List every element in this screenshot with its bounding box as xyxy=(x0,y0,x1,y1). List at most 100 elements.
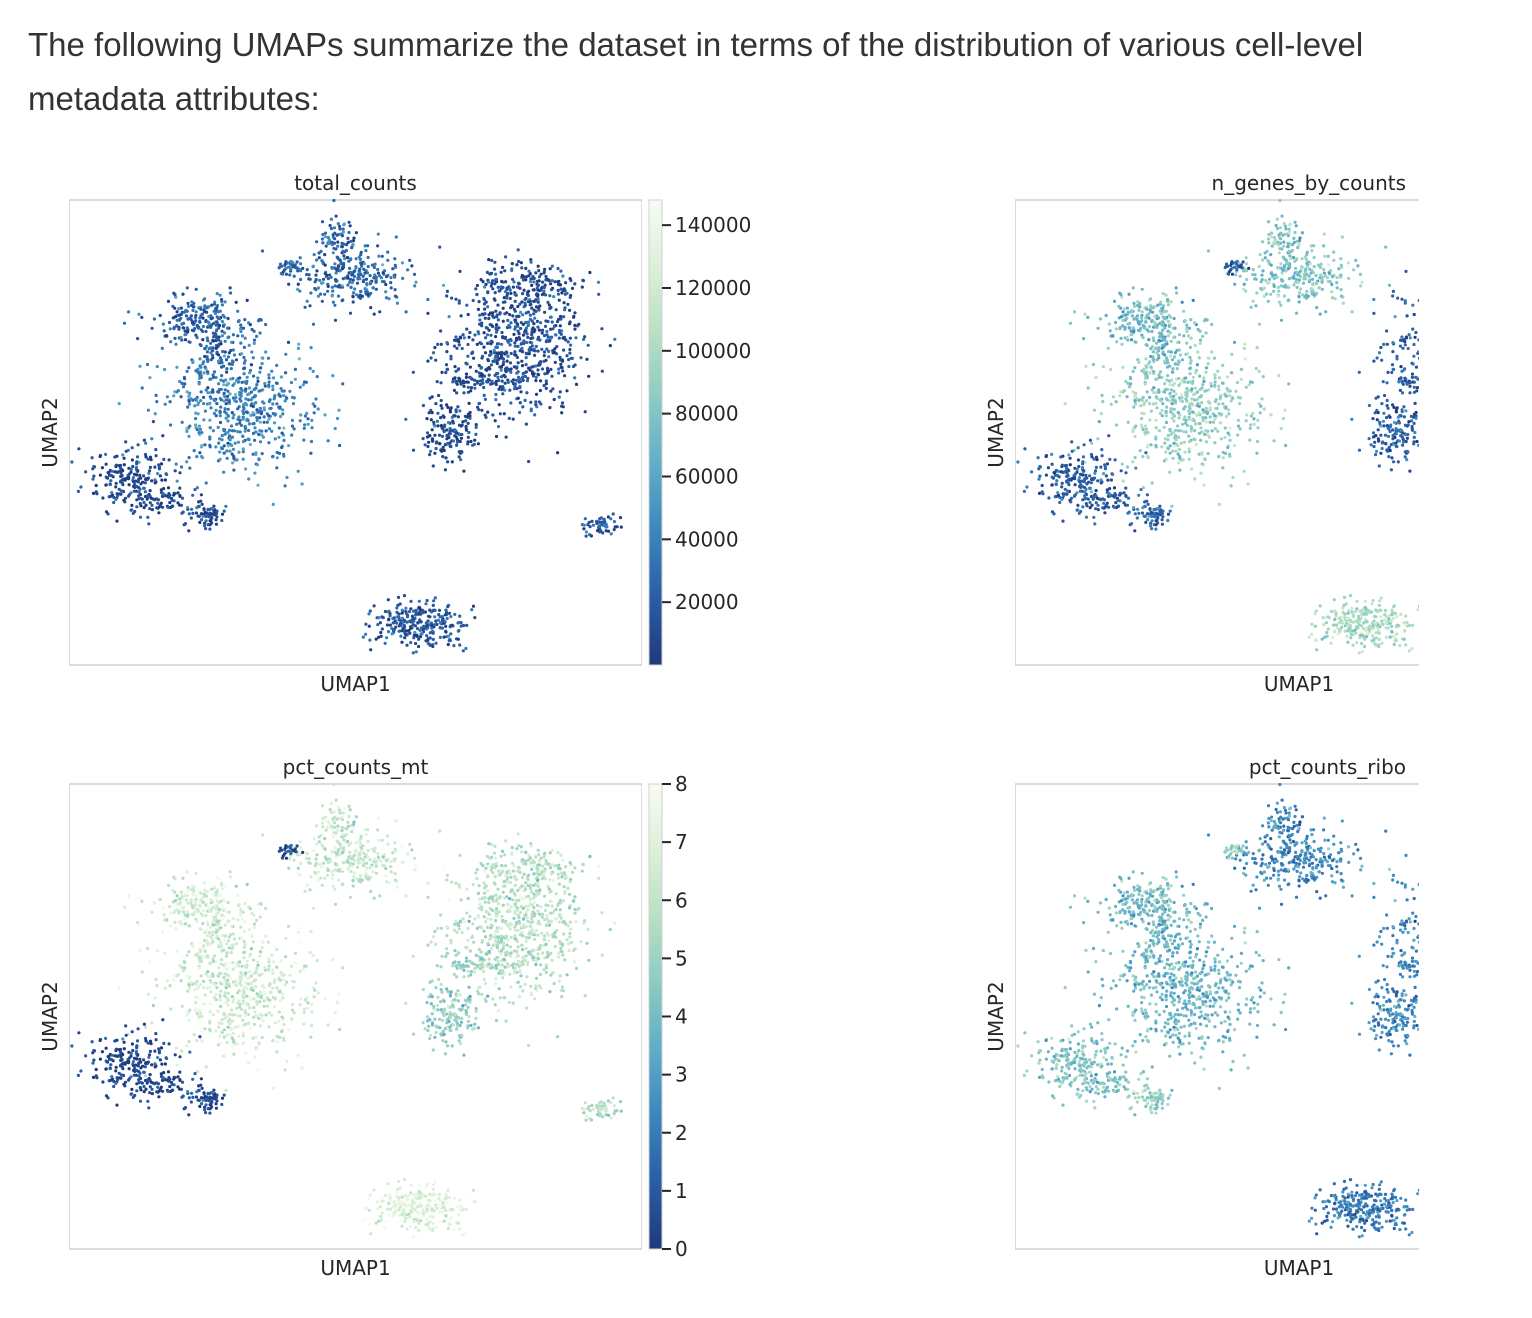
cell-point xyxy=(1473,290,1476,293)
cell-point xyxy=(1464,332,1467,335)
cell-point xyxy=(408,258,412,262)
cell-point xyxy=(1454,389,1457,392)
cell-point xyxy=(1305,289,1309,294)
cell-point xyxy=(482,302,487,306)
cell-point xyxy=(1473,294,1476,297)
cell-point xyxy=(1205,412,1209,416)
cell-point xyxy=(1468,339,1471,342)
cell-point xyxy=(1513,340,1516,343)
cell-point xyxy=(471,443,475,447)
cell-point xyxy=(179,395,183,399)
cell-point xyxy=(197,428,201,432)
cell-point xyxy=(328,223,332,228)
cell-point xyxy=(1135,314,1139,318)
cell-point xyxy=(1491,330,1494,333)
cell-point xyxy=(507,287,512,291)
cell-point xyxy=(500,354,504,358)
cell-point xyxy=(1501,308,1504,311)
cell-point xyxy=(539,272,543,276)
cell-point xyxy=(1372,311,1376,315)
cell-point xyxy=(188,424,192,428)
cell-point xyxy=(560,291,564,295)
cell-point xyxy=(1447,266,1450,269)
cell-point xyxy=(503,269,507,273)
cell-point xyxy=(442,448,446,453)
cell-point xyxy=(475,293,479,297)
cell-point xyxy=(1182,334,1186,338)
cell-point xyxy=(335,233,339,237)
cell-point xyxy=(220,303,224,307)
cell-point xyxy=(1395,357,1399,361)
cell-point xyxy=(308,366,312,371)
cell-point xyxy=(1474,350,1477,353)
cell-point xyxy=(1251,272,1255,277)
cell-point xyxy=(454,297,458,301)
cell-point xyxy=(1467,350,1470,353)
cell-point xyxy=(1379,433,1383,437)
cell-point xyxy=(475,342,479,346)
cell-point xyxy=(1392,420,1396,425)
cell-point xyxy=(506,340,510,344)
cell-point xyxy=(1449,296,1452,299)
cell-point xyxy=(568,320,572,324)
cell-point xyxy=(284,352,288,356)
cell-point xyxy=(203,297,207,301)
cell-point xyxy=(1086,386,1090,390)
cell-point xyxy=(1461,372,1464,375)
cell-point xyxy=(1284,269,1288,273)
cell-point xyxy=(1221,363,1225,367)
cell-point xyxy=(568,351,572,355)
cell-point xyxy=(1187,440,1191,444)
cell-point xyxy=(488,353,492,357)
cell-point xyxy=(429,408,433,412)
cell-point xyxy=(189,516,193,520)
cell-point xyxy=(185,426,189,431)
cell-point xyxy=(202,418,206,422)
cell-point xyxy=(1429,375,1432,378)
cell-point xyxy=(226,335,230,340)
cell-point xyxy=(1414,365,1418,369)
cell-point xyxy=(1140,310,1144,314)
cell-point xyxy=(1465,390,1468,393)
cell-point xyxy=(1294,277,1298,281)
cell-point xyxy=(1518,316,1521,319)
y-axis-label: UMAP2 xyxy=(984,397,1008,467)
cell-point xyxy=(466,442,470,446)
cell-point xyxy=(1171,370,1175,374)
cell-point xyxy=(194,411,198,415)
cell-point xyxy=(349,239,353,243)
cell-point xyxy=(1439,268,1442,271)
cell-point xyxy=(1182,309,1186,313)
cell-point xyxy=(1497,265,1500,268)
cell-point xyxy=(1479,372,1482,375)
cell-point xyxy=(153,465,157,469)
cell-point xyxy=(236,430,240,434)
cell-point xyxy=(391,628,395,632)
cell-point xyxy=(217,326,221,330)
cell-point xyxy=(1410,424,1414,429)
cell-point xyxy=(1286,241,1290,245)
cell-point xyxy=(540,285,544,289)
cell-point xyxy=(1475,303,1478,306)
cell-point xyxy=(1151,344,1155,348)
cell-point xyxy=(1149,409,1153,413)
cell-point xyxy=(1463,248,1466,251)
cell-point xyxy=(1385,424,1389,428)
cell-point xyxy=(260,356,264,360)
cell-point xyxy=(91,477,95,481)
cell-point xyxy=(349,257,353,261)
cell-point xyxy=(455,440,459,444)
cell-point xyxy=(204,481,208,485)
cell-point xyxy=(1412,390,1416,394)
cell-point xyxy=(474,423,478,427)
cell-point xyxy=(279,387,283,391)
cell-point xyxy=(186,405,190,409)
cell-point xyxy=(1480,299,1483,302)
cell-point xyxy=(466,312,470,317)
cell-point xyxy=(1295,285,1299,289)
cell-point xyxy=(587,374,591,378)
cell-point xyxy=(1141,395,1145,399)
cell-point xyxy=(173,469,177,473)
cell-point xyxy=(1277,289,1281,293)
cell-point xyxy=(231,333,235,337)
